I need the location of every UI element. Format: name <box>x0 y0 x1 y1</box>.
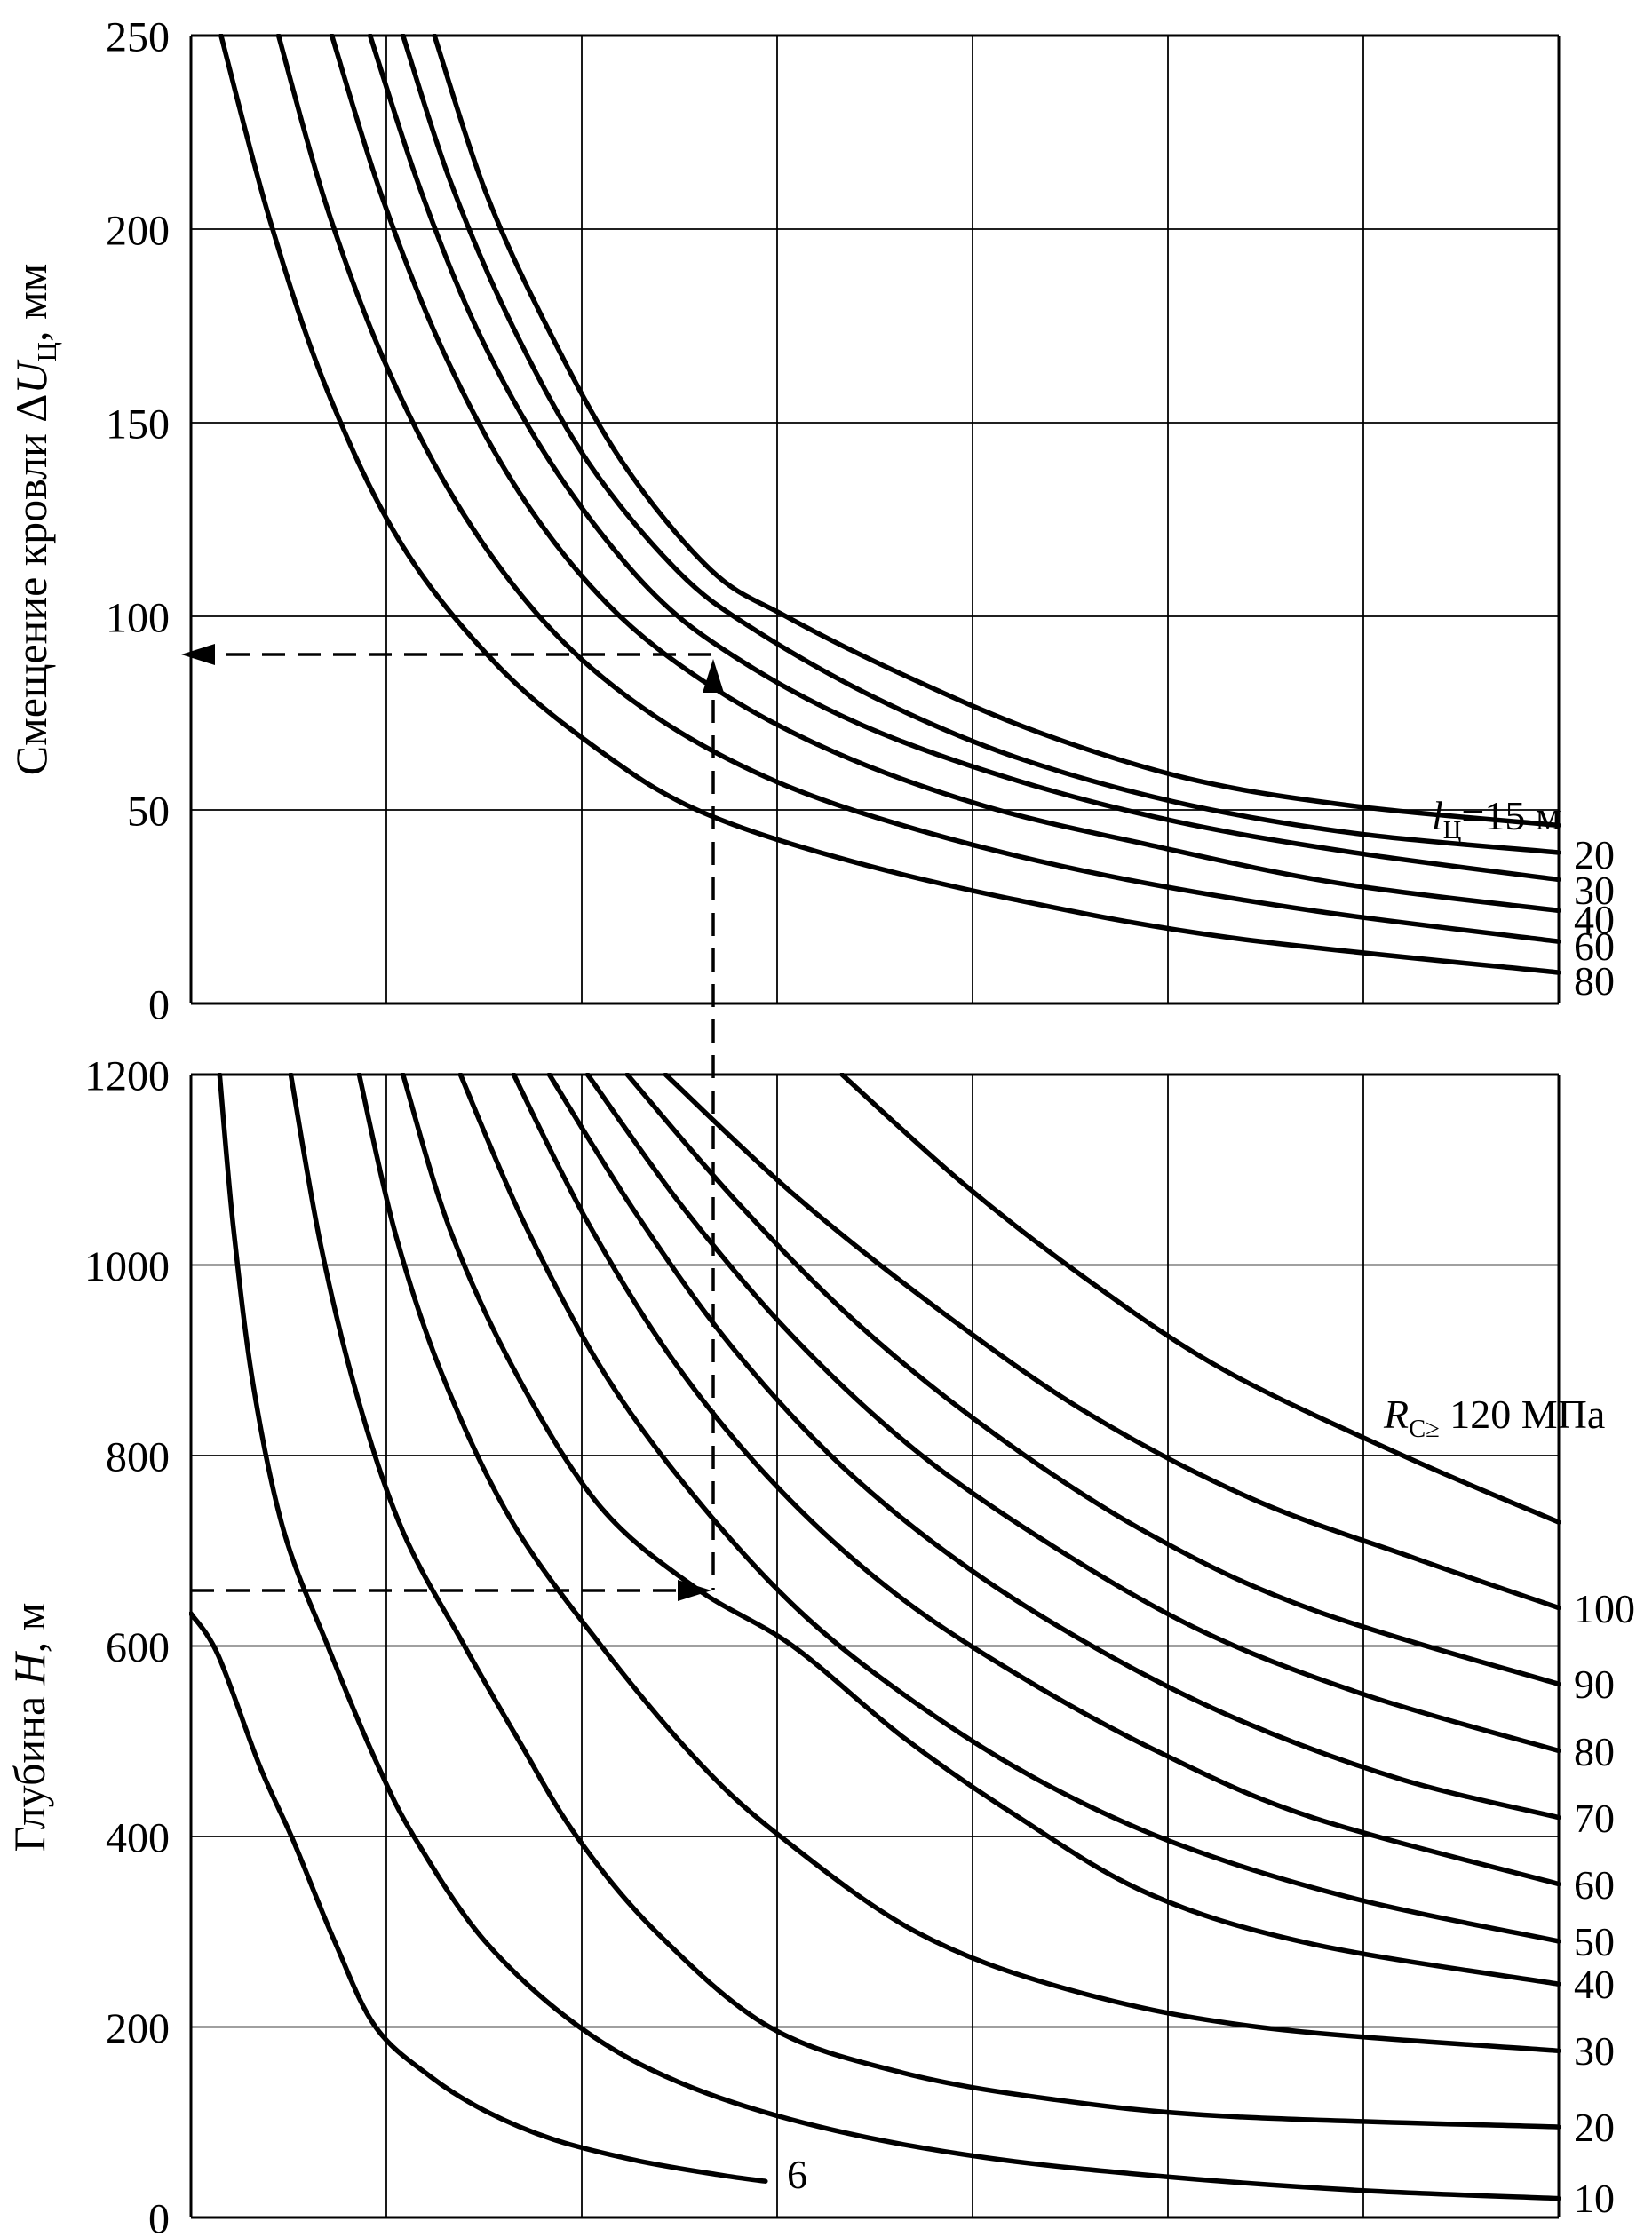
curve-label-rc-30: 30 <box>1574 2028 1615 2074</box>
curve-label-lc-15: lЦ=15 м <box>1432 793 1561 845</box>
subscript-run: С≥ <box>1409 1416 1440 1443</box>
curve-label-lc-60: 60 <box>1574 924 1615 969</box>
text-run: l <box>1432 793 1443 838</box>
y-tick-label: 400 <box>106 1814 170 1861</box>
chart-bottom: 0 200 400 600 800 1000 1200 RС≥ 120 МПа 100 90 80 7… <box>4 1052 1635 2237</box>
text-run: 30 <box>1574 868 1615 913</box>
y-tick-label: 100 <box>106 594 170 641</box>
curve-lc-40 <box>329 34 1561 914</box>
text-run: U <box>6 360 56 394</box>
curve-label-rc-60: 60 <box>1574 1862 1615 1908</box>
text-run: 60 <box>1574 924 1615 969</box>
text-run: 80 <box>1574 1729 1615 1774</box>
text-run: 20 <box>1574 2105 1615 2150</box>
curve-lc-20 <box>400 34 1561 855</box>
curve-rc-120 <box>839 1073 1561 1525</box>
curve-label-rc-100: 100 <box>1574 1586 1635 1631</box>
y-tick-label: 200 <box>106 2005 170 2052</box>
curves-group-bottom <box>189 1073 1561 2201</box>
y-tick-label: 200 <box>106 207 170 254</box>
y-axis-title-top: Смещение кровли ΔUЦ, мм <box>6 264 62 775</box>
curve-lc-60 <box>275 34 1561 944</box>
curve-label-lc-30: 30 <box>1574 868 1615 913</box>
text-run: 80 <box>1574 958 1615 1003</box>
curve-label-lc-80: 80 <box>1574 958 1615 1003</box>
curve-rc-6 <box>189 1611 768 2184</box>
curve-label-rc-90: 90 <box>1574 1662 1615 1707</box>
curve-label-rc-50: 50 <box>1574 1919 1615 1964</box>
text-run: 6 <box>787 2152 807 2197</box>
curve-rc-60 <box>511 1073 1561 1887</box>
y-axis-title-bottom: Глубина H, м <box>4 1603 54 1852</box>
text-run: 60 <box>1574 1862 1615 1908</box>
subscript-run: Ц <box>1443 817 1462 845</box>
text-run: 50 <box>1574 1919 1615 1964</box>
curve-label-rc-80: 80 <box>1574 1729 1615 1774</box>
text-run: 40 <box>1574 897 1615 942</box>
curve-rc-50 <box>457 1073 1561 1944</box>
text-run: H <box>4 1650 54 1686</box>
curve-label-rc-120: RС≥ 120 МПа <box>1383 1392 1605 1443</box>
text-run: 30 <box>1574 2028 1615 2074</box>
curve-lc-15 <box>432 34 1561 829</box>
text-run: R <box>1383 1392 1409 1437</box>
y-tick-label: 800 <box>106 1433 170 1480</box>
curve-rc-80 <box>584 1073 1561 1754</box>
text-run: 20 <box>1574 832 1615 877</box>
text-run: =15 м <box>1461 793 1561 838</box>
curve-label-lc-40: 40 <box>1574 897 1615 942</box>
y-tick-label: 150 <box>106 401 170 448</box>
text-run: 70 <box>1574 1796 1615 1841</box>
curve-rc-100 <box>663 1073 1561 1611</box>
arrowhead-left <box>181 644 215 665</box>
curve-rc-40 <box>400 1073 1561 1987</box>
curve-rc-30 <box>356 1073 1561 2054</box>
text-run: Глубина <box>4 1685 54 1852</box>
curve-label-rc-70: 70 <box>1574 1796 1615 1841</box>
curve-label-rc-10: 10 <box>1574 2176 1615 2221</box>
arrowhead-right <box>678 1580 711 1601</box>
y-tick-label: 1200 <box>84 1052 170 1099</box>
curve-rc-20 <box>288 1073 1561 2130</box>
curve-label-rc-40: 40 <box>1574 1962 1615 2007</box>
curve-rc-10 <box>217 1073 1561 2201</box>
text-run: 40 <box>1574 1962 1615 2007</box>
curve-label-lc-20: 20 <box>1574 832 1615 877</box>
curves-group-top <box>218 34 1561 975</box>
curve-rc-90 <box>624 1073 1561 1687</box>
text-run: 100 <box>1574 1586 1635 1631</box>
y-tick-label: 50 <box>127 788 170 835</box>
y-tick-label: 600 <box>106 1624 170 1671</box>
curve-lc-30 <box>367 34 1561 883</box>
y-tick-label: 250 <box>106 13 170 60</box>
y-tick-label: 0 <box>148 2195 170 2237</box>
text-run: 10 <box>1574 2176 1615 2221</box>
y-tick-label: 0 <box>148 981 170 1028</box>
text-run: , мм <box>6 264 56 342</box>
text-run: 120 МПа <box>1440 1392 1606 1437</box>
guides-layer <box>181 644 724 1601</box>
curve-label-rc-20: 20 <box>1574 2105 1615 2150</box>
y-tick-label: 1000 <box>84 1243 170 1290</box>
curve-rc-70 <box>546 1073 1561 1821</box>
text-run: 90 <box>1574 1662 1615 1707</box>
arrowhead-up <box>703 659 724 693</box>
curve-lc-80 <box>218 34 1561 975</box>
curve-label-rc-6: 6 <box>787 2152 807 2197</box>
subscript-run: Ц <box>31 342 62 361</box>
text-run: Смещение кровли Δ <box>6 394 56 776</box>
text-run: , м <box>4 1603 54 1654</box>
